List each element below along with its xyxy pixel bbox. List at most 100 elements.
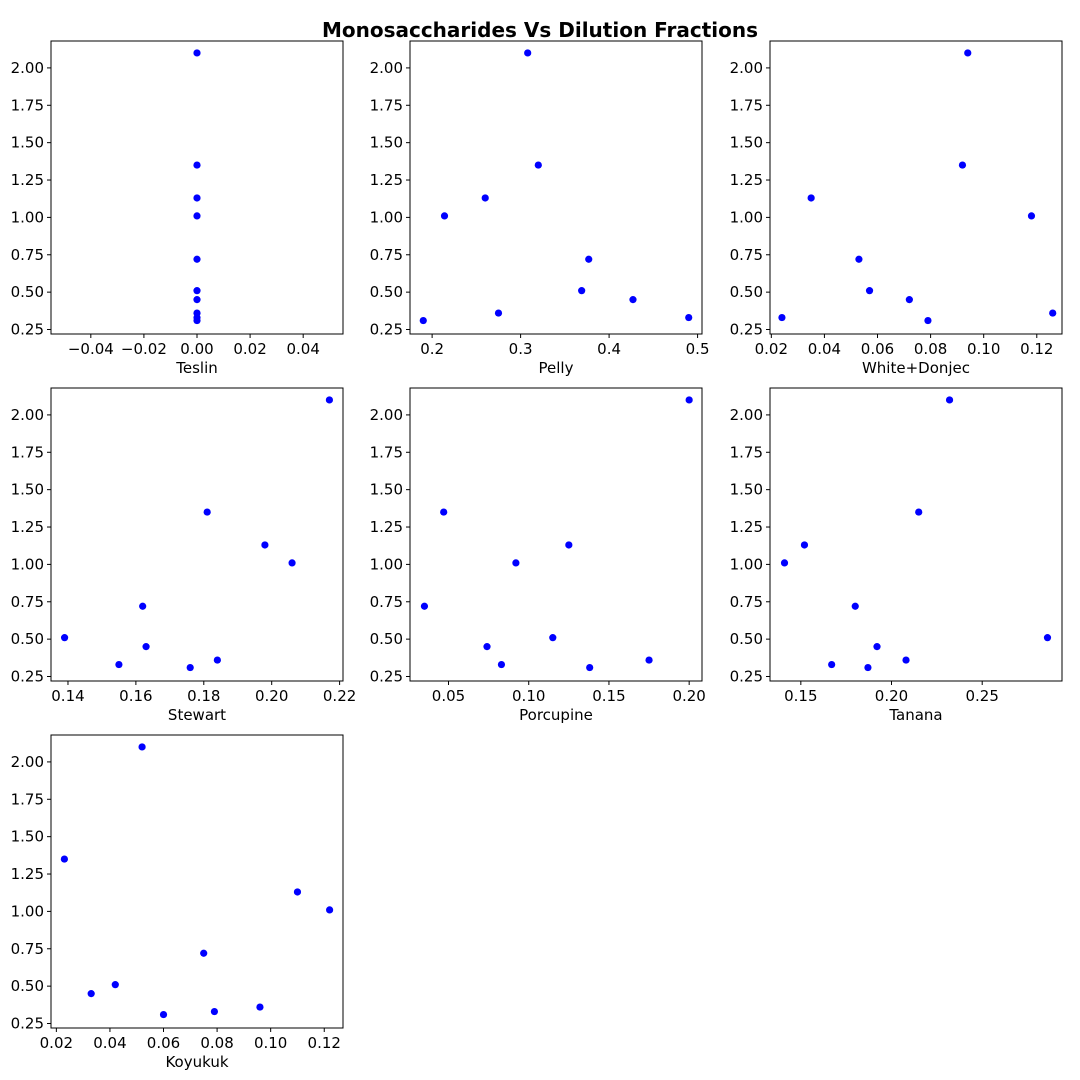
y-tick-label: 1.00	[11, 902, 44, 920]
x-tick-label: 0.02	[755, 340, 788, 358]
y-tick-label: 1.75	[730, 96, 763, 114]
data-point	[855, 255, 863, 263]
x-tick-label: 0.15	[592, 687, 625, 705]
x-tick-label: −0.02	[121, 340, 167, 358]
data-point	[60, 855, 68, 863]
y-tick-label: 0.50	[730, 630, 763, 648]
data-point	[685, 313, 693, 322]
x-tick-label: 0.20	[875, 687, 908, 705]
y-tick-label: 1.25	[370, 171, 403, 189]
data-point	[186, 663, 194, 672]
data-point	[481, 194, 489, 202]
subplot-1: 0.2 0.3 0.4 0.5 0.25 0.50 0.75 1.00 1.25 1.50 1.75…	[370, 40, 710, 377]
data-point	[512, 559, 520, 567]
data-point	[419, 316, 427, 325]
data-point	[139, 602, 147, 610]
y-tick-label: 0.75	[730, 246, 763, 264]
y-tick-label: 1.50	[11, 828, 44, 846]
data-point	[193, 49, 201, 57]
y-tick-label: 1.00	[730, 208, 763, 226]
y-tick-label: 1.25	[730, 518, 763, 536]
data-point	[497, 660, 506, 669]
y-tick-label: 0.25	[11, 668, 44, 686]
x-tick-label: 0.06	[147, 1034, 180, 1052]
data-point	[326, 906, 334, 914]
y-tick-label: 1.00	[11, 208, 44, 226]
y-tick-label: 0.50	[370, 283, 403, 301]
plot-frame	[50, 734, 344, 1029]
x-tick-label: −0.04	[68, 340, 114, 358]
data-point	[293, 888, 302, 896]
data-point	[193, 316, 201, 325]
x-tick-label: 0.20	[672, 687, 705, 705]
x-axis-label: Tanana	[888, 706, 942, 724]
x-axis-label: Pelly	[539, 359, 574, 377]
x-tick-label: 0.05	[432, 687, 465, 705]
x-axis-label: White+Donjec	[862, 359, 970, 377]
x-tick-label: 0.04	[808, 340, 841, 358]
y-tick-label: 1.75	[370, 443, 403, 461]
data-point	[534, 161, 542, 169]
y-tick-label: 0.75	[11, 246, 44, 264]
y-tick-label: 0.75	[11, 593, 44, 611]
x-axis-label: Stewart	[168, 706, 226, 724]
y-tick-label: 1.50	[11, 481, 44, 499]
data-point	[87, 990, 95, 998]
x-tick-label: 0.14	[51, 687, 84, 705]
y-tick-label: 1.75	[730, 443, 763, 461]
y-tick-label: 0.25	[11, 321, 44, 339]
x-tick-label: 0.08	[914, 340, 947, 358]
data-point	[1049, 309, 1057, 317]
y-tick-label: 1.25	[730, 171, 763, 189]
data-point	[193, 161, 201, 169]
y-tick-label: 1.00	[370, 208, 403, 226]
y-tick-label: 2.00	[11, 406, 44, 424]
x-tick-label: 0.5	[686, 340, 710, 358]
y-tick-label: 1.25	[11, 518, 44, 536]
y-tick-label: 0.25	[370, 321, 403, 339]
y-tick-label: 1.50	[370, 134, 403, 152]
x-tick-label: 0.22	[323, 687, 356, 705]
y-tick-label: 1.25	[11, 171, 44, 189]
y-tick-label: 0.50	[11, 630, 44, 648]
y-tick-label: 0.75	[11, 940, 44, 958]
data-point	[142, 643, 150, 651]
x-tick-label: 0.12	[1020, 340, 1053, 358]
x-axis-label: Teslin	[175, 359, 218, 377]
subplot-4: 0.05 0.10 0.15 0.20 0.25 0.50 0.75 1.00 1.25 1.50…	[370, 387, 706, 724]
plot-frame	[50, 387, 344, 682]
y-tick-label: 2.00	[730, 406, 763, 424]
data-point	[210, 1007, 219, 1016]
x-tick-label: 0.16	[119, 687, 152, 705]
data-point	[865, 287, 874, 295]
x-tick-label: 0.06	[861, 340, 894, 358]
y-tick-label: 1.00	[730, 555, 763, 573]
data-point	[193, 255, 201, 263]
data-point	[440, 212, 449, 220]
data-point	[193, 296, 201, 304]
data-point	[915, 508, 923, 516]
y-tick-label: 2.00	[11, 59, 44, 77]
x-tick-label: 0.10	[512, 687, 545, 705]
y-tick-label: 0.25	[730, 668, 763, 686]
plot-frame	[409, 387, 703, 682]
data-point	[629, 296, 637, 304]
data-point	[193, 194, 201, 202]
x-tick-label: 0.04	[93, 1034, 126, 1052]
data-point	[685, 396, 693, 404]
data-point	[924, 316, 932, 325]
data-point	[778, 313, 786, 322]
data-point	[945, 396, 954, 404]
x-axis-label: Koyukuk	[165, 1053, 228, 1071]
y-tick-label: 0.50	[11, 283, 44, 301]
y-tick-label: 0.25	[370, 668, 403, 686]
y-tick-label: 1.00	[370, 555, 403, 573]
x-tick-label: 0.3	[509, 340, 533, 358]
data-point	[213, 656, 221, 664]
y-tick-label: 0.50	[730, 283, 763, 301]
data-point	[288, 559, 296, 567]
data-point	[1043, 634, 1052, 642]
x-axis-label: Porcupine	[519, 706, 593, 724]
data-point	[565, 541, 573, 549]
data-point	[905, 296, 913, 304]
